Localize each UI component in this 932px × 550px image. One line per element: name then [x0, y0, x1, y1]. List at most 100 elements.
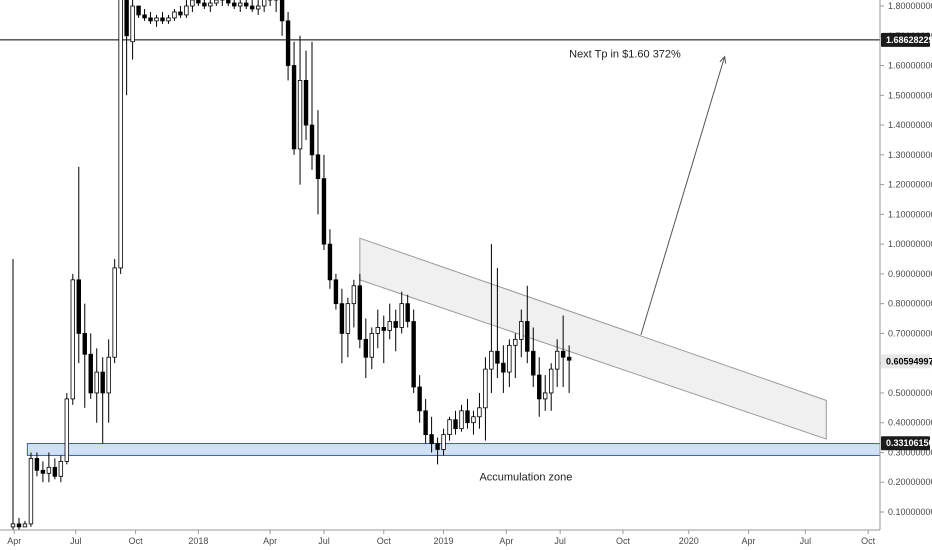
- candle-body: [112, 267, 117, 358]
- candle-body: [46, 466, 52, 474]
- x-tick-label: 2018: [188, 536, 208, 546]
- candle-body: [519, 321, 524, 340]
- candle-body: [196, 0, 201, 4]
- y-tick-label: 1.50000000: [888, 90, 932, 100]
- candle: [34, 452, 40, 477]
- channel-band: [359, 237, 827, 440]
- candle-body: [537, 374, 542, 400]
- candle-body: [501, 362, 506, 373]
- candle: [232, 0, 237, 9]
- candle: [202, 0, 207, 9]
- candle: [273, 0, 279, 12]
- candle: [267, 0, 273, 6]
- candle: [381, 315, 386, 364]
- candle: [190, 0, 195, 12]
- candle-body: [249, 5, 255, 10]
- candle: [566, 345, 572, 393]
- candle-body: [560, 350, 566, 358]
- candle-body: [226, 0, 231, 4]
- x-tick-label: Apr: [742, 536, 756, 546]
- candle-body: [507, 344, 512, 373]
- y-tick-label: 1.20000000: [888, 180, 932, 190]
- candle: [560, 315, 566, 387]
- current-price-badge-bg: [881, 354, 930, 369]
- candle-body: [88, 353, 93, 394]
- candle: [291, 41, 297, 155]
- candle: [405, 294, 410, 328]
- candle-body: [321, 178, 327, 245]
- candle-body: [10, 523, 16, 528]
- candle-body: [214, 0, 219, 4]
- candle: [447, 416, 452, 441]
- candle: [94, 348, 99, 423]
- time-axis[interactable]: Apr Jul Oct 2018 Apr Jul Oct 2019 Apr Jul Oct 2020 A…: [0, 529, 880, 546]
- candle-body: [399, 303, 404, 328]
- candle-body: [345, 303, 351, 334]
- candle-body: [465, 410, 470, 424]
- candle: [136, 5, 141, 18]
- candle: [226, 0, 231, 6]
- candle-body: [166, 17, 171, 22]
- candle: [327, 229, 333, 289]
- annotation-layer: Next Tp in $1.60 372% Accumulation zone: [479, 49, 681, 484]
- candle: [28, 452, 34, 527]
- candle-body: [118, 0, 123, 269]
- candle: [519, 309, 524, 358]
- candle: [88, 333, 93, 399]
- candle: [172, 8, 177, 21]
- y-tick-label: 0.10000000: [888, 507, 932, 517]
- candle-body: [76, 279, 81, 334]
- candle-body: [369, 333, 374, 358]
- candle: [543, 375, 548, 411]
- candle-body: [178, 11, 183, 16]
- candle-body: [130, 5, 135, 43]
- price-badges: 1.68628229 0.60594997 0.33106150: [881, 32, 932, 451]
- x-tick-label: Oct: [377, 536, 392, 546]
- candle-body: [124, 0, 129, 37]
- candle: [100, 357, 105, 444]
- candle-body: [339, 303, 345, 334]
- candle: [160, 11, 165, 24]
- candle: [76, 166, 81, 364]
- candle-body: [495, 350, 500, 364]
- candle-body: [387, 321, 392, 331]
- candle-body: [525, 321, 530, 352]
- x-tick-label: Oct: [616, 536, 631, 546]
- x-tick-label: Jul: [800, 536, 812, 546]
- candle: [423, 398, 428, 444]
- candle-body: [513, 338, 518, 346]
- candle: [285, 11, 291, 81]
- target-arrow-layer: [640, 55, 727, 336]
- x-tick-label: Oct: [129, 536, 144, 546]
- candle-body: [160, 17, 165, 22]
- candle-body: [279, 0, 285, 22]
- candle-body: [285, 20, 291, 66]
- y-tick-label: 1.30000000: [888, 150, 932, 160]
- candle: [369, 327, 374, 370]
- candle: [483, 357, 488, 441]
- candle-body: [483, 368, 488, 409]
- candle-body: [28, 458, 34, 525]
- candle-body: [208, 2, 213, 7]
- x-tick-label: Apr: [263, 536, 277, 546]
- candle-body: [393, 321, 398, 328]
- candles-layer: [10, 0, 572, 530]
- candle: [333, 273, 339, 310]
- candle-body: [184, 5, 189, 16]
- accumulation-zone-layer: [26, 443, 880, 456]
- candle-body: [549, 368, 554, 394]
- candle-body: [22, 523, 28, 528]
- candle-body: [315, 154, 321, 180]
- candle-body: [381, 327, 386, 331]
- resistance-price-badge: 1.68628229: [886, 35, 932, 45]
- y-tick-label: 1.80000000: [888, 1, 932, 11]
- candle: [309, 41, 315, 170]
- candle-body: [244, 2, 249, 7]
- candle-body: [441, 434, 446, 450]
- candle-body: [64, 398, 70, 462]
- candle-body: [411, 321, 416, 388]
- accumulation-zone: [26, 443, 880, 456]
- candle-body: [489, 350, 494, 370]
- candle-body: [554, 350, 560, 370]
